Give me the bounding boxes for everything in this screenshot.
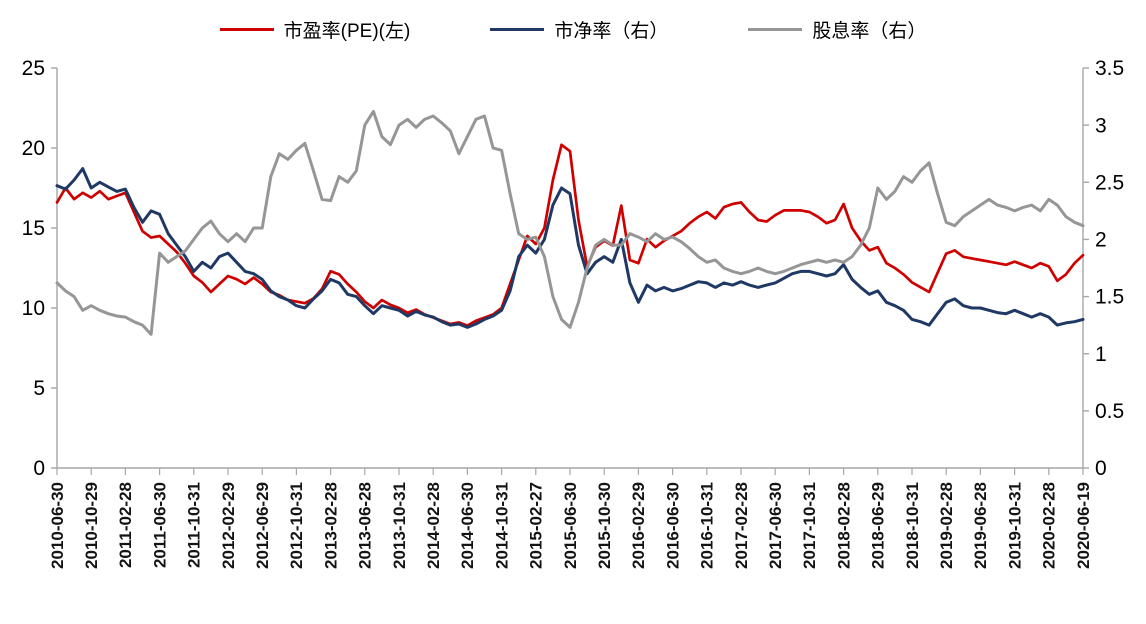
x-axis-tick-label: 2010-10-29 — [82, 482, 101, 569]
right-axis-tick-label: 0 — [1095, 457, 1107, 480]
x-axis-tick-label: 2016-10-31 — [698, 482, 717, 569]
x-axis-tick-label: 2013-06-28 — [356, 482, 375, 569]
series-line-1 — [55, 143, 1085, 327]
right-axis-tick-label: 1.5 — [1095, 286, 1124, 309]
right-axis-tick-label: 3 — [1095, 114, 1107, 137]
left-axis-tick-label: 25 — [22, 57, 45, 80]
x-axis-tick-label: 2014-02-28 — [424, 482, 443, 569]
x-axis-tick-label: 2012-10-31 — [287, 482, 306, 569]
x-axis-tick-label: 2014-06-30 — [458, 482, 477, 569]
right-axis-labels: 3.5 3 2.5 2 1.5 1 0.5 0 — [1083, 57, 1124, 480]
x-axis-tick-label: 2010-06-30 — [48, 482, 67, 569]
x-axis-tick-label: 2018-06-29 — [869, 482, 888, 569]
legend: 市盈率(PE)(左) 市净率（右） 股息率（右） — [0, 16, 1146, 43]
right-axis-tick-label: 2 — [1095, 229, 1107, 252]
legend-label-pe: 市盈率(PE)(左) — [283, 21, 411, 42]
left-axis-tick-label: 0 — [33, 457, 45, 480]
x-axis-tick-label: 2019-06-28 — [971, 482, 990, 569]
x-axis-labels: 2010-06-30 2010-10-29 2011-02-28 2011-06-30… — [48, 468, 1093, 569]
x-axis-tick-label: 2016-06-30 — [663, 482, 682, 569]
x-axis-tick-label: 2015-10-30 — [595, 482, 614, 569]
right-axis-tick-label: 3.5 — [1095, 57, 1124, 80]
x-axis-tick-label: 2018-10-31 — [903, 482, 922, 569]
x-axis-tick-label: 2015-02-27 — [527, 482, 546, 569]
x-axis-tick-label: 2012-02-29 — [219, 482, 238, 569]
series-line-2 — [55, 167, 1085, 329]
left-axis-tick-label: 15 — [22, 217, 45, 240]
x-axis-tick-label: 2016-02-29 — [629, 482, 648, 569]
x-axis-tick-label: 2020-06-19 — [1074, 482, 1093, 569]
legend-label-dividend-yield: 股息率（右） — [812, 21, 927, 42]
series-line-3 — [55, 109, 1085, 336]
x-axis-tick-label: 2013-10-31 — [390, 482, 409, 569]
x-axis-tick-label: 2012-06-29 — [253, 482, 272, 569]
x-axis-tick-label: 2017-06-30 — [766, 482, 785, 569]
x-axis-tick-label: 2020-02-28 — [1040, 482, 1059, 569]
left-axis-labels: 25 20 15 10 5 0 — [22, 57, 57, 480]
x-axis-tick-label: 2013-02-28 — [321, 482, 340, 569]
left-axis-tick-label: 20 — [22, 137, 45, 160]
x-axis-tick-label: 2019-10-31 — [1005, 482, 1024, 569]
right-axis-tick-label: 1 — [1095, 343, 1107, 366]
x-axis-tick-label: 2019-02-28 — [937, 482, 956, 569]
x-axis-tick-label: 2018-02-28 — [834, 482, 853, 569]
left-axis-tick-label: 5 — [33, 377, 45, 400]
left-axis-tick-label: 10 — [22, 297, 45, 320]
x-axis-tick-label: 2014-10-31 — [492, 482, 511, 569]
pb-line-swatch — [490, 27, 545, 32]
x-axis-tick-label: 2017-10-31 — [800, 482, 819, 569]
right-axis-tick-label: 2.5 — [1095, 171, 1124, 194]
legend-item-pe: 市盈率(PE)(左) — [219, 16, 411, 43]
legend-label-pb: 市净率（右） — [554, 21, 669, 42]
dividend-yield-line-swatch — [748, 27, 803, 32]
right-axis-tick-label: 0.5 — [1095, 400, 1124, 423]
legend-item-dividend-yield: 股息率（右） — [748, 16, 926, 43]
x-axis-tick-label: 2017-02-28 — [732, 482, 751, 569]
legend-item-pb: 市净率（右） — [490, 16, 668, 43]
x-axis-tick-label: 2011-10-31 — [185, 482, 204, 568]
x-axis-tick-label: 2011-06-30 — [150, 482, 169, 568]
x-axis-tick-label: 2011-02-28 — [116, 482, 135, 568]
x-axis-tick-label: 2015-06-30 — [561, 482, 580, 569]
pe-line-swatch — [219, 27, 274, 32]
